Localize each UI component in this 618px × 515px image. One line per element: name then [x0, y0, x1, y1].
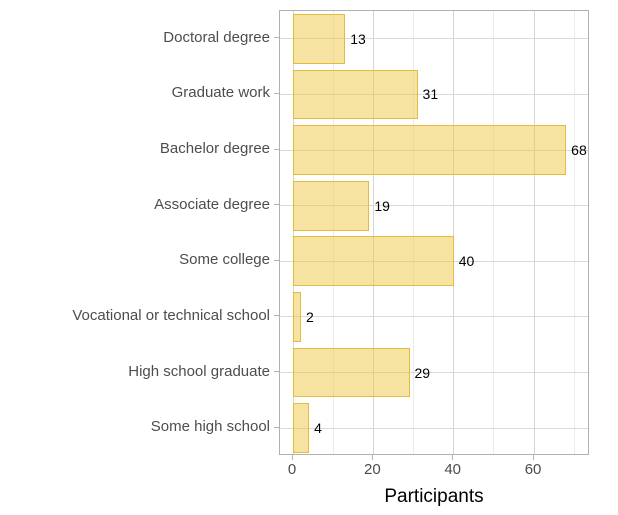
y-tick-mark — [274, 315, 279, 317]
x-tick-mark — [532, 455, 534, 460]
bar-value-label: 40 — [458, 253, 475, 270]
x-axis-title: Participants — [384, 486, 484, 507]
x-tick-mark — [291, 455, 293, 460]
bar-value-label: 4 — [314, 420, 322, 437]
y-axis-label: Some college — [179, 251, 270, 269]
y-axis-label: Graduate work — [171, 84, 270, 102]
y-tick-mark — [274, 259, 279, 261]
bar-graduate-work — [293, 69, 418, 120]
y-tick-mark — [274, 37, 279, 39]
y-axis-label: Vocational or technical school — [72, 306, 270, 324]
bar-high-school-graduate — [293, 347, 410, 398]
x-tick-label: 40 — [444, 461, 462, 478]
x-tick-label: 60 — [524, 461, 542, 478]
y-axis-label: Doctoral degree — [163, 28, 270, 46]
bar-value-label: 68 — [571, 142, 587, 159]
bar-bachelor-degree — [293, 125, 567, 175]
bar-value-label: 29 — [414, 364, 431, 381]
gridline-major — [453, 11, 455, 454]
y-axis-label: High school graduate — [128, 362, 270, 380]
gridline-category — [280, 427, 588, 429]
gridline-category — [280, 205, 588, 207]
bar-associate-degree — [293, 180, 370, 231]
gridline-minor — [413, 11, 415, 454]
gridline-minor — [573, 11, 575, 454]
y-tick-mark — [274, 426, 279, 428]
gridline-major — [372, 11, 374, 454]
y-axis-label: Associate degree — [154, 195, 270, 213]
gridline-category — [280, 149, 588, 151]
gridline-minor — [493, 11, 495, 454]
gridline-major — [292, 11, 294, 454]
gridline-major — [533, 11, 535, 454]
y-tick-mark — [274, 204, 279, 206]
bar-doctoral-degree — [293, 13, 346, 64]
x-tick-mark — [452, 455, 454, 460]
bar-some-college — [293, 236, 454, 287]
gridline-minor — [332, 11, 334, 454]
bar-value-label: 31 — [422, 86, 439, 103]
y-axis-label: Some high school — [150, 418, 270, 436]
bar-value-label: 19 — [374, 197, 390, 214]
y-tick-mark — [274, 371, 279, 373]
gridline-category — [280, 260, 588, 262]
gridline-category — [280, 38, 588, 40]
x-tick-mark — [371, 455, 373, 460]
x-tick-label: 20 — [364, 461, 381, 478]
y-tick-mark — [274, 92, 279, 94]
plot-panel: 13 31 68 19 40 2 29 4 — [279, 10, 589, 455]
bar-value-label: 13 — [350, 30, 366, 47]
bar-value-label: 2 — [306, 308, 314, 325]
gridline-category — [280, 93, 588, 95]
y-axis-label: Bachelor degree — [159, 140, 270, 158]
bar-some-high-school — [293, 403, 310, 454]
gridline-category — [280, 372, 588, 374]
bar-vocational-or-technical-school — [293, 292, 302, 342]
gridline-category — [280, 316, 588, 318]
y-tick-mark — [274, 148, 279, 150]
x-tick-label: 0 — [287, 461, 297, 478]
